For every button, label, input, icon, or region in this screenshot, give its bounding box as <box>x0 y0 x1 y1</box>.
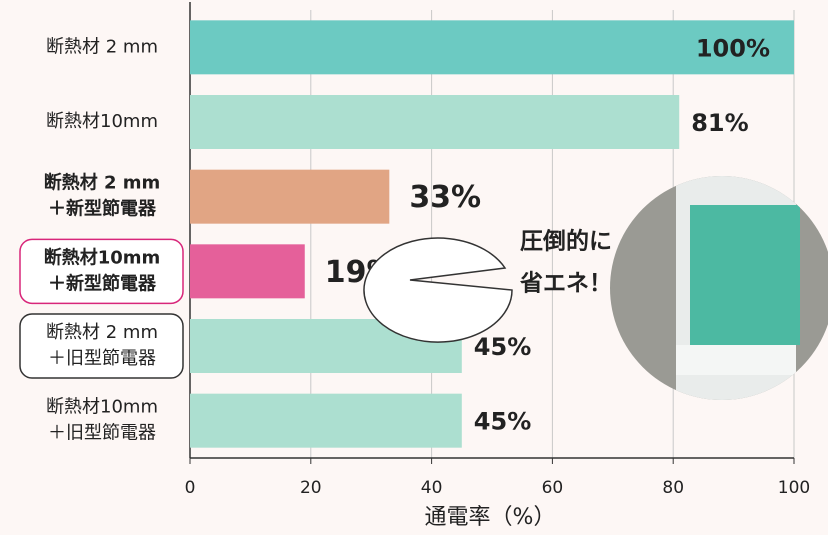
x-axis-title: 通電率（%） <box>425 505 556 530</box>
y-tick-label: 断熱材 2 mm <box>44 172 161 194</box>
value-label: 81% <box>691 109 748 137</box>
callout-text: 圧倒的に <box>520 228 612 255</box>
x-tick-label: 20 <box>300 478 322 498</box>
y-tick-label: 断熱材 2 mm <box>46 36 158 57</box>
x-tick-label: 80 <box>662 478 684 498</box>
callout-text: 省エネ！ <box>519 271 612 297</box>
value-label: 33% <box>409 180 481 215</box>
y-tick-label: 断熱材10mm <box>44 246 161 268</box>
x-tick-label: 0 <box>185 478 196 498</box>
y-tick-label: 断熱材10mm <box>46 397 158 418</box>
y-tick-label: ＋新型節電器 <box>48 198 157 220</box>
value-label: 45% <box>474 408 531 436</box>
value-label: 100% <box>696 34 770 62</box>
x-tick-label: 60 <box>542 478 564 498</box>
y-tick-label: 断熱材 2 mm <box>46 322 158 343</box>
y-tick-label: ＋旧型節電器 <box>48 348 156 369</box>
bar <box>190 394 462 448</box>
y-tick-label: ＋旧型節電器 <box>48 423 156 444</box>
value-label: 45% <box>474 333 531 361</box>
bar <box>190 244 305 298</box>
x-tick-label: 40 <box>421 478 443 498</box>
y-tick-label: ＋新型節電器 <box>48 272 157 294</box>
chart: 通電率（%） 0 20 40 60 80 100 断熱材 2 mm 100% 断熱材10mm 81… <box>0 0 828 535</box>
callout: 圧倒的に 省エネ！ <box>364 228 612 343</box>
bar <box>190 170 389 224</box>
y-tick-label: 断熱材10mm <box>46 111 158 132</box>
bar <box>190 95 679 149</box>
x-tick-label: 100 <box>778 478 810 498</box>
